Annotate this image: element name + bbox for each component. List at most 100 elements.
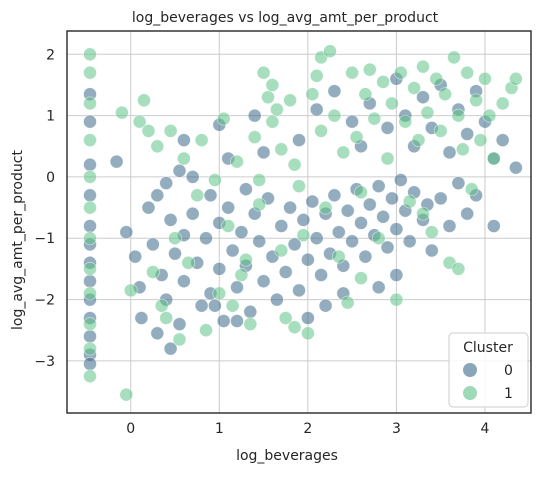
point-cluster-1 <box>150 139 165 154</box>
y-tick-label: 0 <box>46 170 55 186</box>
x-tick-label: 2 <box>303 421 312 437</box>
point-cluster-1 <box>83 170 97 184</box>
point-cluster-1 <box>464 182 479 197</box>
point-cluster-1 <box>163 124 178 138</box>
point-cluster-1 <box>411 133 426 147</box>
point-cluster-0 <box>247 108 262 123</box>
point-cluster-1 <box>486 151 501 166</box>
point-cluster-0 <box>83 114 97 129</box>
point-cluster-1 <box>495 96 510 111</box>
x-tick-label: 4 <box>480 421 489 437</box>
point-cluster-1 <box>331 249 346 264</box>
point-cluster-1 <box>323 44 337 59</box>
point-cluster-1 <box>292 179 306 193</box>
point-cluster-0 <box>460 206 475 221</box>
point-cluster-0 <box>376 209 390 224</box>
point-cluster-1 <box>509 71 523 86</box>
point-cluster-0 <box>389 222 404 236</box>
point-cluster-0 <box>385 191 399 206</box>
point-cluster-1 <box>362 62 377 77</box>
x-tick-label: 1 <box>215 421 224 437</box>
point-cluster-0 <box>301 311 315 325</box>
point-cluster-1 <box>349 130 364 144</box>
point-cluster-1 <box>358 87 373 102</box>
point-cluster-1 <box>287 157 302 172</box>
point-cluster-0 <box>309 102 324 117</box>
point-cluster-0 <box>296 213 311 227</box>
point-cluster-0 <box>460 127 475 141</box>
point-cluster-0 <box>380 240 395 255</box>
point-cluster-0 <box>380 121 395 135</box>
point-cluster-0 <box>301 252 315 267</box>
point-cluster-1 <box>447 50 461 65</box>
point-cluster-0 <box>270 292 284 307</box>
point-cluster-0 <box>134 311 149 325</box>
point-cluster-1 <box>296 228 311 243</box>
point-cluster-1 <box>256 65 271 80</box>
point-cluster-0 <box>159 176 174 190</box>
point-cluster-1 <box>141 124 156 138</box>
point-cluster-0 <box>177 274 191 289</box>
point-cluster-0 <box>442 219 457 233</box>
y-tick-label: −2 <box>34 293 55 309</box>
point-cluster-0 <box>185 206 200 221</box>
point-cluster-0 <box>243 304 258 319</box>
point-cluster-1 <box>336 145 351 160</box>
point-cluster-1 <box>482 108 497 123</box>
point-cluster-0 <box>358 249 373 264</box>
point-cluster-1 <box>301 326 315 341</box>
point-cluster-0 <box>150 326 165 341</box>
point-cluster-1 <box>340 295 355 310</box>
point-cluster-1 <box>154 298 169 313</box>
point-cluster-0 <box>203 188 218 203</box>
point-cluster-0 <box>340 203 355 218</box>
tick-labels: 0 1 2 3 4 −3 −2 −1 0 1 2 <box>34 47 489 437</box>
point-cluster-1 <box>208 173 222 187</box>
point-cluster-1 <box>132 114 147 129</box>
point-cluster-0 <box>274 219 289 233</box>
point-cluster-1 <box>83 341 97 356</box>
point-cluster-1 <box>380 151 395 166</box>
x-tick-label: 0 <box>126 421 135 437</box>
point-cluster-1 <box>83 96 97 111</box>
point-cluster-1 <box>270 102 284 117</box>
point-cluster-1 <box>287 320 302 335</box>
point-cluster-1 <box>243 317 258 331</box>
point-cluster-1 <box>478 71 492 86</box>
point-cluster-1 <box>407 81 421 95</box>
point-cluster-1 <box>172 332 187 347</box>
point-cluster-1 <box>429 71 444 86</box>
legend-label-cluster-0: 0 <box>504 363 513 379</box>
point-cluster-1 <box>83 262 97 276</box>
point-cluster-1 <box>265 78 280 92</box>
point-cluster-0 <box>331 225 346 239</box>
point-cluster-0 <box>362 197 377 212</box>
legend-marker-cluster-1 <box>463 386 477 400</box>
point-cluster-0 <box>212 262 227 276</box>
point-cluster-0 <box>318 298 333 313</box>
point-cluster-0 <box>252 234 267 249</box>
point-cluster-0 <box>230 314 244 328</box>
point-cluster-1 <box>83 369 97 384</box>
point-cluster-1 <box>354 185 368 200</box>
point-cluster-1 <box>177 151 191 166</box>
point-cluster-0 <box>83 274 97 289</box>
point-cluster-1 <box>239 252 253 267</box>
point-cluster-1 <box>216 111 231 126</box>
point-cluster-0 <box>230 280 244 295</box>
point-cluster-1 <box>367 111 382 126</box>
plot-frame <box>66 30 532 414</box>
point-cluster-0 <box>194 298 209 313</box>
point-cluster-0 <box>389 268 404 282</box>
point-cluster-1 <box>438 87 452 102</box>
point-cluster-0 <box>509 160 523 175</box>
point-cluster-1 <box>274 243 289 258</box>
point-cluster-1 <box>451 108 466 123</box>
point-cluster-0 <box>146 237 160 252</box>
y-tick-label: −1 <box>34 231 55 247</box>
point-cluster-1 <box>469 93 483 108</box>
point-cluster-0 <box>287 237 302 252</box>
point-cluster-1 <box>371 231 386 246</box>
